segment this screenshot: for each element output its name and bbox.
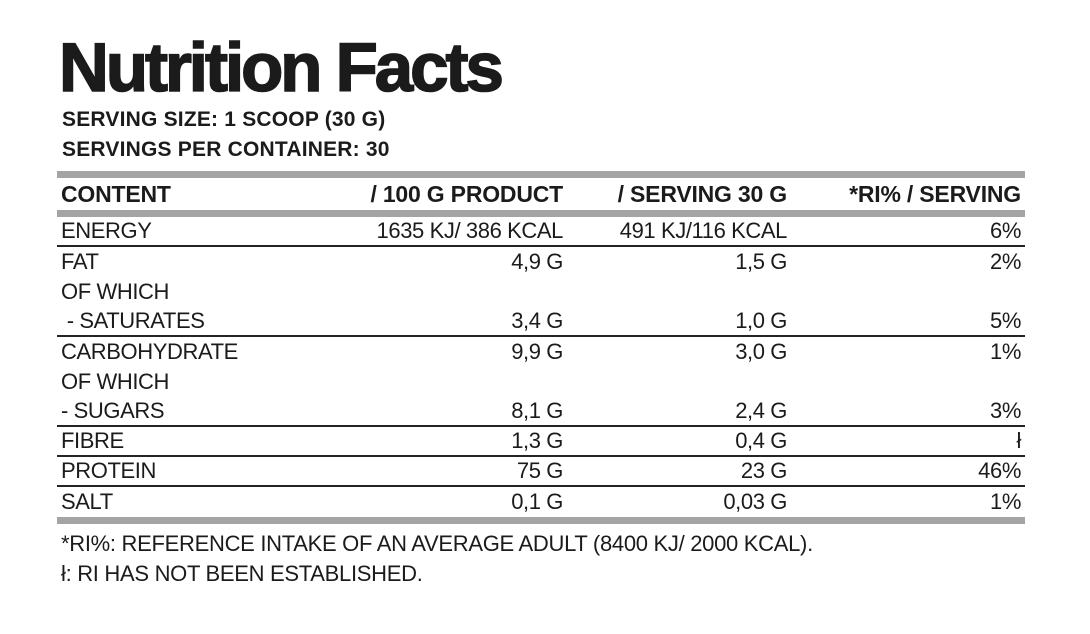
row-ri-percent: 2% [990, 249, 1021, 274]
row-label: - SUGARS [61, 398, 165, 423]
column-header-content: CONTENT [61, 180, 171, 207]
table-row: - SUGARS 8,1 G 2,4 G 3% [57, 397, 1025, 427]
row-per-serving: 1,0 G [735, 308, 787, 333]
row-label: PROTEIN [61, 458, 156, 483]
row-ri-percent: 5% [990, 308, 1021, 333]
header-top-bar [57, 171, 1025, 178]
row-label: - SATURATES [61, 308, 205, 333]
row-ri-percent: 6% [990, 218, 1021, 243]
row-per-serving: 1,5 G [735, 249, 787, 274]
header-bottom-bar [57, 210, 1025, 217]
nutrition-table: CONTENT / 100 G PRODUCT / SERVING 30 G *… [57, 171, 1025, 524]
row-ri-percent: 1% [990, 339, 1021, 364]
table-row: CARBOHYDRATE 9,9 G 3,0 G 1% [57, 337, 1025, 367]
table-row: OF WHICH [57, 277, 1025, 307]
column-header-per-100g: / 100 G PRODUCT [370, 180, 563, 207]
row-label: OF WHICH [61, 369, 170, 394]
table-bottom-bar [57, 517, 1025, 524]
row-ri-percent: ł [1016, 428, 1022, 453]
column-header-ri-percent: *RI% / SERVING [849, 180, 1021, 207]
table-row: FIBRE 1,3 G 0,4 G ł [57, 427, 1025, 457]
footnote-ri-definition: *RI%: REFERENCE INTAKE OF AN AVERAGE ADU… [61, 531, 813, 556]
table-row: OF WHICH [57, 367, 1025, 397]
row-label: CARBOHYDRATE [61, 339, 238, 364]
table-row: FAT 4,9 G 1,5 G 2% [57, 247, 1025, 277]
row-per-100g: 0,1 G [511, 489, 563, 514]
table-row: - SATURATES 3,4 G 1,0 G 5% [57, 307, 1025, 337]
row-label: ENERGY [61, 218, 152, 243]
row-per-serving: 3,0 G [735, 339, 787, 364]
row-per-serving: 0,4 G [735, 428, 787, 453]
footnote-ri-not-established: ł: RI HAS NOT BEEN ESTABLISHED. [61, 561, 423, 586]
row-ri-percent: 3% [990, 398, 1021, 423]
row-per-100g: 75 G [516, 458, 564, 483]
row-per-100g: 8,1 G [511, 398, 563, 423]
row-per-100g: 1635 KJ/ 386 KCAL [376, 218, 564, 243]
table-row: PROTEIN 75 G 23 G 46% [57, 457, 1025, 487]
row-label: SALT [61, 489, 113, 514]
row-per-serving: 2,4 G [735, 398, 787, 423]
table-row: SALT 0,1 G 0,03 G 1% [57, 487, 1025, 517]
column-header-per-serving: / SERVING 30 G [617, 180, 788, 207]
row-label: FAT [61, 249, 99, 274]
row-ri-percent: 1% [990, 489, 1021, 514]
row-label: OF WHICH [61, 279, 170, 304]
row-per-100g: 4,9 G [511, 249, 563, 274]
page-title: Nutrition Facts [58, 29, 504, 106]
table-rows: ENERGY 1635 KJ/ 386 KCAL 491 KJ/116 KCAL… [57, 217, 1025, 517]
table-header-row: CONTENT / 100 G PRODUCT / SERVING 30 G *… [57, 178, 1025, 210]
row-per-100g: 3,4 G [511, 308, 563, 333]
table-row: ENERGY 1635 KJ/ 386 KCAL 491 KJ/116 KCAL… [57, 217, 1025, 247]
row-per-100g: 1,3 G [511, 428, 563, 453]
row-ri-percent: 46% [978, 458, 1021, 483]
row-per-serving: 0,03 G [723, 489, 787, 514]
row-per-serving: 491 KJ/116 KCAL [619, 218, 788, 243]
row-label: FIBRE [61, 428, 124, 453]
servings-per-container-line: SERVINGS PER CONTAINER: 30 [62, 138, 390, 161]
row-per-100g: 9,9 G [511, 339, 563, 364]
row-per-serving: 23 G [740, 458, 788, 483]
serving-size-line: SERVING SIZE: 1 SCOOP (30 G) [62, 108, 386, 131]
